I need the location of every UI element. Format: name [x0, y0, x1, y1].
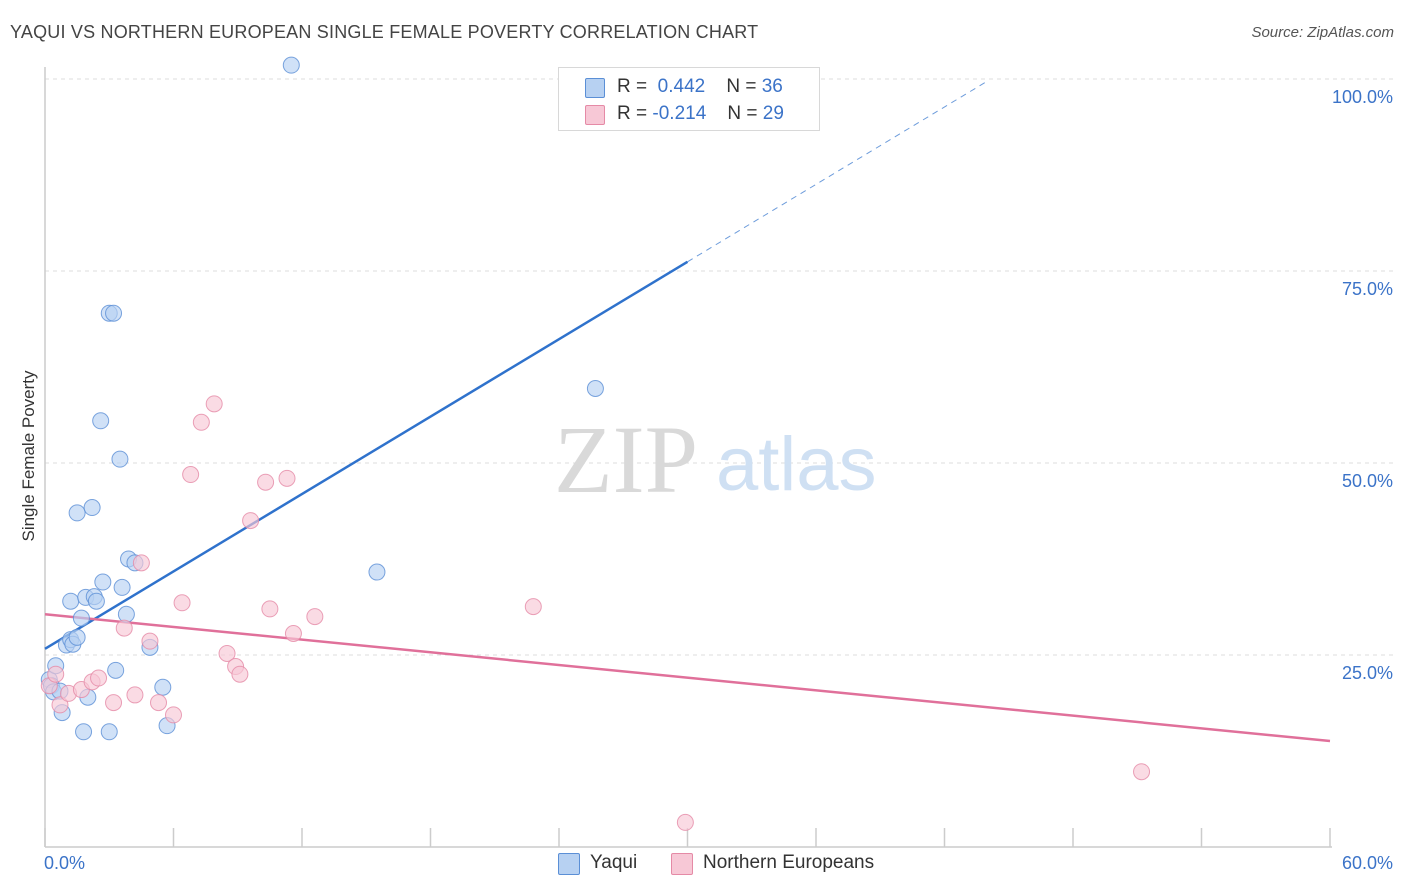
northern-europeans-point: [278, 469, 296, 487]
watermark-atlas: atlas: [716, 422, 877, 507]
yaqui-point: [107, 661, 125, 679]
yaqui-point: [111, 450, 129, 468]
northern-europeans-point: [105, 694, 123, 712]
source-label: Source: ZipAtlas.com: [1251, 24, 1394, 41]
northern-europeans-point: [47, 665, 65, 683]
northern-europeans-point: [132, 554, 150, 572]
northern-europeans-point: [257, 473, 275, 491]
y-axis-label: Single Female Poverty: [19, 370, 38, 542]
yaqui-point: [282, 56, 300, 74]
northern-europeans-point: [90, 669, 108, 687]
northern-europeans-point: [141, 632, 159, 650]
northern-europeans-point: [284, 624, 302, 642]
northern-europeans-point: [524, 598, 542, 616]
northern-europeans-trend-line: [44, 613, 1331, 743]
yaqui-point: [87, 592, 105, 610]
northern-europeans-point: [1133, 763, 1151, 781]
yaqui-point: [92, 412, 110, 430]
northern-europeans-point: [173, 594, 191, 612]
yaqui-point: [72, 609, 90, 627]
legend-n-value: 36: [761, 76, 783, 97]
watermark-zip: ZIP: [554, 406, 698, 513]
tick-labels: 25.0% 50.0% 75.0% 100.0% 0.0% 60.0%: [44, 87, 1393, 873]
northern-europeans-point: [150, 694, 168, 712]
yaqui-point: [100, 723, 118, 741]
legend-n-label: N =: [727, 103, 758, 124]
northern-europeans-point: [676, 813, 694, 831]
yaqui-legend-icon: [558, 853, 580, 875]
northern-europeans-point: [306, 608, 324, 626]
northern-europeans-point: [126, 686, 144, 704]
northern-europeans-point: [192, 413, 210, 431]
y-tick-label: 25.0%: [1342, 663, 1393, 683]
yaqui-point: [154, 678, 172, 696]
series-name: Yaqui: [590, 852, 638, 873]
northern-europeans-point: [261, 600, 279, 618]
yaqui-point: [586, 380, 604, 398]
northern-europeans-point: [231, 665, 249, 683]
northern-europeans-point: [242, 512, 260, 530]
legend-r-value: 0.442: [657, 76, 706, 97]
northern-europeans-point: [205, 395, 223, 413]
correlation-legend: R = 0.442 N = 36 R = -0.214 N = 29: [558, 67, 820, 131]
yaqui-swatch-icon: [585, 78, 605, 98]
x-tick-label: 0.0%: [44, 853, 85, 873]
northern-europeans-point: [115, 619, 133, 637]
chart-title: YAQUI VS NORTHERN EUROPEAN SINGLE FEMALE…: [10, 22, 759, 42]
yaqui-point: [68, 504, 86, 522]
axes: [44, 67, 1332, 848]
northern-europeans-point: [182, 466, 200, 484]
yaqui-point: [62, 592, 80, 610]
watermark: ZIP atlas: [554, 406, 877, 513]
legend-n-value: 29: [762, 103, 784, 124]
series-name: Northern Europeans: [703, 852, 875, 873]
northern-europeans-legend-icon: [671, 853, 693, 875]
northern-europeans-point: [51, 696, 69, 714]
y-tick-label: 100.0%: [1332, 87, 1393, 107]
y-tick-label: 75.0%: [1342, 279, 1393, 299]
trend-lines: [44, 80, 1331, 743]
grid-lines: [45, 78, 1395, 656]
legend-r-label: R =: [617, 103, 648, 124]
northern-europeans-swatch-icon: [585, 105, 605, 125]
northern-europeans-point: [218, 644, 236, 662]
y-tick-label: 50.0%: [1342, 471, 1393, 491]
legend-n-label: N =: [726, 76, 757, 97]
legend-r-value: -0.214: [652, 103, 707, 124]
yaqui-point: [368, 563, 386, 581]
yaqui-trend-extension: [687, 80, 988, 263]
legend-r-label: R =: [617, 76, 648, 97]
yaqui-point: [83, 499, 101, 517]
yaqui-point: [105, 304, 123, 322]
x-tick-label: 60.0%: [1342, 853, 1393, 873]
yaqui-point: [68, 628, 86, 646]
yaqui-point: [94, 573, 112, 591]
data-points: [40, 56, 1151, 831]
yaqui-point: [113, 578, 131, 596]
yaqui-trend-line: [44, 260, 689, 650]
yaqui-point: [75, 723, 93, 741]
northern-europeans-point: [165, 706, 182, 724]
